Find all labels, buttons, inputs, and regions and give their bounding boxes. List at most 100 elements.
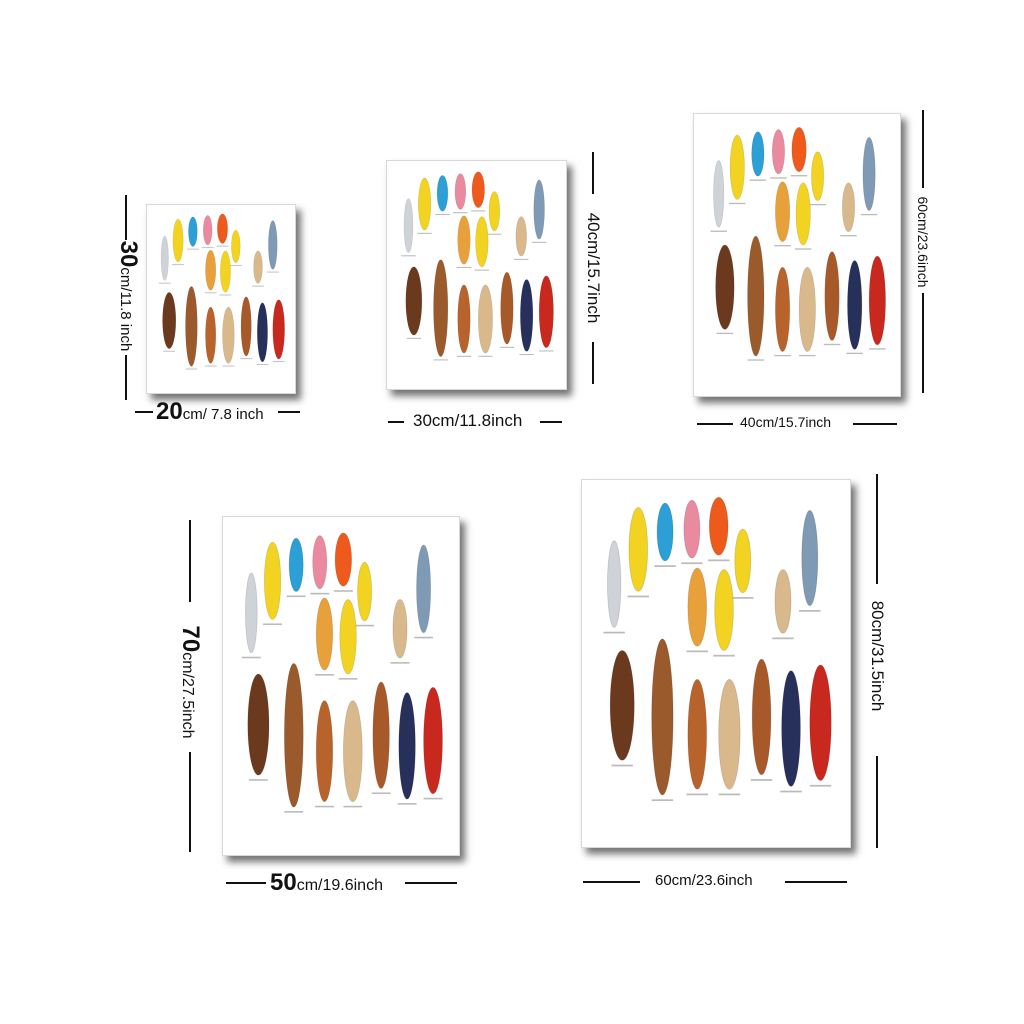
height-label-50x70: 70cm/27.5inch <box>176 584 204 780</box>
caption-placeholder <box>371 792 391 795</box>
poster-50x70 <box>222 516 460 856</box>
caption-placeholder <box>453 212 468 214</box>
surfboard-illustration <box>862 136 876 211</box>
surfboard-illustration <box>687 678 708 790</box>
surfboard-illustration <box>253 250 263 284</box>
caption-placeholder <box>338 678 358 680</box>
height-label-30x40: 40cm/15.7inch <box>584 212 603 324</box>
caption-placeholder <box>729 202 746 205</box>
caption-placeholder <box>256 364 269 366</box>
caption-placeholder <box>204 365 217 367</box>
surfboard-illustration <box>656 502 674 562</box>
width-label-40x60: 40cm/15.7inch <box>740 414 832 430</box>
width-label-20x30: 20cm/ 7.8 inch <box>156 398 264 426</box>
surfboard-illustration <box>343 700 363 803</box>
height-dimension-line <box>922 293 924 393</box>
width-dimension-line <box>135 411 153 413</box>
caption-placeholder <box>846 352 863 355</box>
caption-placeholder <box>627 595 649 598</box>
caption-placeholder <box>286 595 306 598</box>
surfboard-illustration <box>847 260 863 350</box>
surfboard-illustration <box>775 181 791 243</box>
surfboard-illustration <box>628 507 649 592</box>
caption-placeholder <box>770 177 787 179</box>
caption-placeholder <box>774 354 791 357</box>
caption-placeholder <box>774 245 791 247</box>
caption-placeholder <box>315 805 334 808</box>
surfboard-illustration <box>751 131 765 177</box>
width-dimension-line <box>540 421 562 423</box>
poster-20x30 <box>146 204 296 394</box>
caption-placeholder <box>531 241 547 243</box>
surfboard-illustration <box>403 198 414 253</box>
caption-placeholder <box>397 803 417 805</box>
surfboard-illustration <box>284 662 304 808</box>
caption-placeholder <box>333 590 353 592</box>
caption-placeholder <box>809 784 832 787</box>
height-dimension-line <box>876 756 878 848</box>
surfboard-illustration <box>405 266 423 336</box>
surfboard-illustration <box>751 658 772 776</box>
surfboard-illustration <box>162 292 177 349</box>
width-label-number: 20 <box>156 398 183 425</box>
caption-placeholder <box>747 359 765 361</box>
caption-placeholder <box>284 811 304 813</box>
caption-placeholder <box>435 213 450 216</box>
caption-placeholder <box>229 264 242 266</box>
caption-placeholder <box>241 656 261 659</box>
caption-placeholder <box>201 247 214 249</box>
surfboard-illustration <box>500 272 514 345</box>
surfboard-illustration <box>842 182 855 233</box>
surfboard-illustration <box>172 218 184 263</box>
height-dimension-line <box>592 152 594 194</box>
caption-placeholder <box>248 779 268 781</box>
surfboard-illustration <box>471 171 485 208</box>
height-label-number: 30 <box>115 240 142 268</box>
caption-placeholder <box>487 233 502 235</box>
surfboard-illustration <box>771 129 785 175</box>
caption-placeholder <box>478 355 493 357</box>
width-label-60x80: 60cm/23.6inch <box>655 872 753 889</box>
surfboard-illustration <box>217 213 228 244</box>
height-dimension-line <box>125 195 127 240</box>
width-dimension-line <box>785 881 847 883</box>
caption-placeholder <box>315 674 334 676</box>
surfboard-illustration <box>538 275 554 348</box>
caption-placeholder <box>716 332 734 335</box>
surfboard-illustration <box>781 670 801 787</box>
surfboard-chart-artwork <box>710 126 886 361</box>
caption-placeholder <box>266 271 279 273</box>
caption-placeholder <box>310 592 330 595</box>
surfboard-illustration <box>715 244 735 330</box>
caption-placeholder <box>869 348 886 350</box>
height-label-40x60: 60cm/23.6inch <box>915 196 931 288</box>
surfboard-illustration <box>718 678 741 790</box>
surfboard-illustration <box>747 235 765 357</box>
caption-placeholder <box>539 350 554 352</box>
surfboard-illustration <box>392 599 408 659</box>
caption-placeholder <box>456 355 472 357</box>
surfboard-illustration <box>436 175 449 212</box>
surfboard-illustration <box>357 561 373 622</box>
surfboard-illustration <box>203 215 213 246</box>
caption-placeholder <box>809 203 826 206</box>
caption-placeholder <box>390 662 410 664</box>
caption-placeholder <box>401 255 416 257</box>
caption-placeholder <box>780 790 802 793</box>
caption-placeholder <box>749 179 767 181</box>
surfboard-illustration <box>714 569 734 651</box>
surfboard-illustration <box>263 541 282 620</box>
height-dimension-line <box>125 355 127 400</box>
height-dimension-line <box>189 752 191 852</box>
surfboard-illustration <box>257 302 268 363</box>
caption-placeholder <box>272 361 285 363</box>
caption-placeholder <box>222 365 235 367</box>
surfboard-illustration <box>454 173 467 210</box>
poster-30x40 <box>386 160 567 390</box>
surfboard-illustration <box>795 182 811 246</box>
surfboard-illustration <box>651 638 674 796</box>
surfboard-illustration <box>457 215 471 265</box>
caption-placeholder <box>240 358 253 360</box>
surfboard-illustration <box>791 126 807 173</box>
height-dimension-line <box>922 110 924 188</box>
